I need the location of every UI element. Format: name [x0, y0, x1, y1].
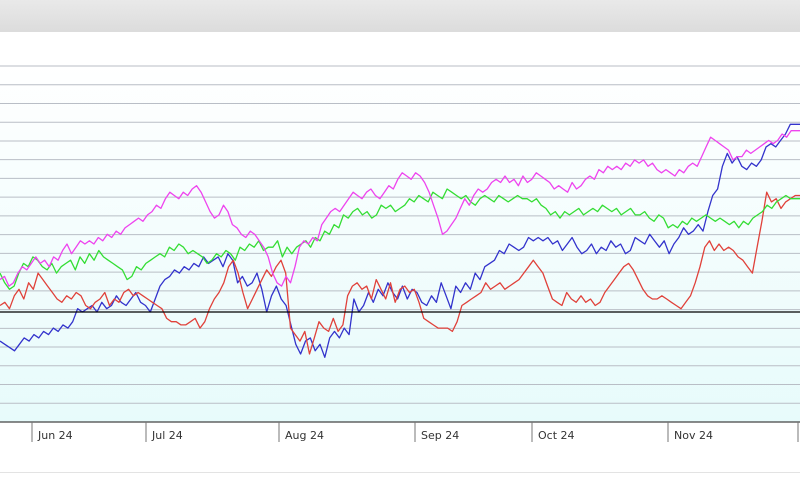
series-lines — [0, 123, 800, 358]
x-tick-label: Nov 24 — [674, 429, 713, 442]
line-chart: Jun 24 Jul 24 Aug 24 Sep 24 Oct 24 Nov 24 — [0, 65, 800, 442]
x-tick-label: Jul 24 — [151, 429, 183, 442]
x-tick-label: Jun 24 — [37, 429, 73, 442]
chart-frame: Jun 24 Jul 24 Aug 24 Sep 24 Oct 24 Nov 24 — [0, 32, 800, 473]
series-line-4 — [0, 130, 800, 287]
chart-header-bar — [0, 0, 800, 32]
x-axis-ticks: Jun 24 Jul 24 Aug 24 Sep 24 Oct 24 Nov 24 — [31, 422, 799, 442]
chart-footer-bar — [0, 472, 800, 493]
series-line-2 — [0, 191, 800, 355]
plot-area — [0, 66, 800, 422]
x-tick-label: Aug 24 — [285, 429, 324, 442]
x-tick-label: Sep 24 — [421, 429, 459, 442]
series-line-3 — [0, 188, 800, 290]
x-tick-label: Oct 24 — [538, 429, 575, 442]
